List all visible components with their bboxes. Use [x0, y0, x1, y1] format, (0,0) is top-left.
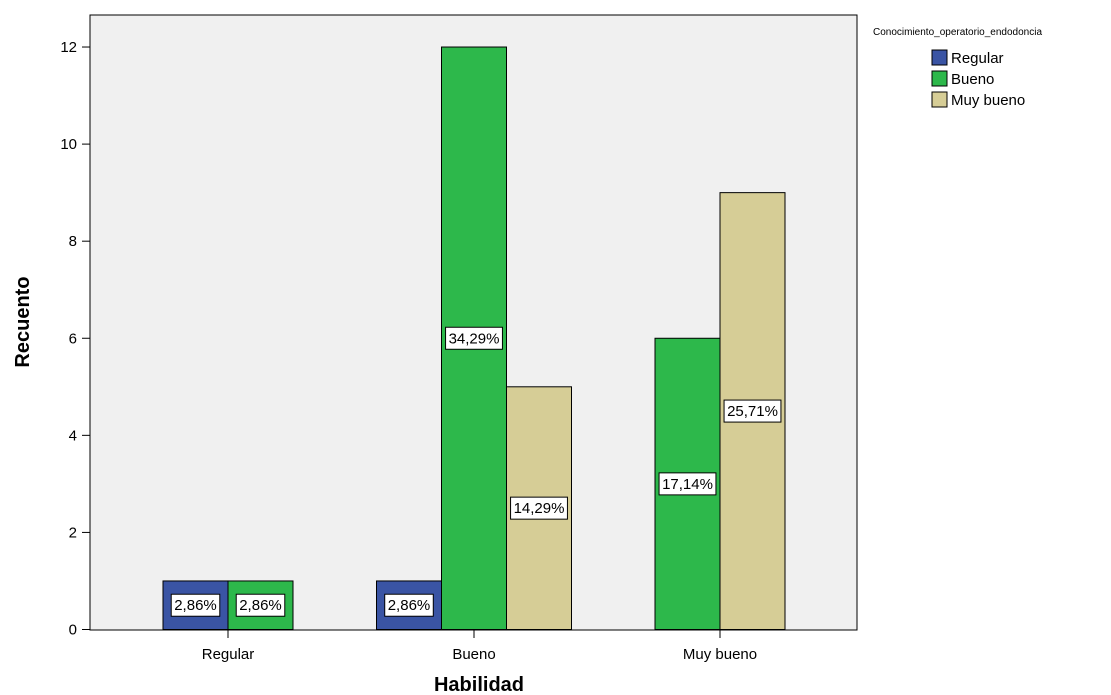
legend-item-bueno: Bueno	[931, 70, 994, 88]
legend-swatch	[931, 91, 948, 108]
legend-swatch	[931, 49, 948, 66]
data-label-text: 17,14%	[662, 476, 713, 493]
y-axis-title: Recuento	[12, 276, 34, 367]
data-label-box	[658, 472, 717, 496]
legend-label: Muy bueno	[951, 92, 1025, 109]
data-label-box	[170, 593, 221, 617]
data-label-regular-bueno: 2,86%	[384, 593, 434, 617]
y-tick-label: 0	[69, 622, 77, 639]
y-tick-label: 2	[69, 524, 77, 541]
data-label-box	[723, 399, 782, 423]
data-label-regular-regular: 2,86%	[170, 593, 221, 617]
data-label-bueno-regular: 2,86%	[235, 593, 286, 617]
x-axis: Regular Bueno Muy bueno	[202, 630, 757, 663]
data-label-box	[445, 326, 503, 350]
data-label-text: 34,29%	[449, 330, 500, 347]
data-label-bueno-muy-bueno: 17,14%	[658, 472, 717, 496]
y-tick-label: 4	[69, 427, 77, 444]
data-labels: 2,86% 2,86% 2,86% 34,29% 14,29% 17,14% 25,71%	[170, 326, 782, 617]
data-label-text: 2,86%	[239, 597, 282, 614]
data-label-text: 2,86%	[174, 597, 217, 614]
data-label-box	[235, 593, 286, 617]
y-tick-label: 6	[69, 330, 77, 347]
data-label-text: 2,86%	[388, 597, 431, 614]
data-label-box	[510, 496, 568, 520]
data-label-text: 14,29%	[514, 500, 565, 517]
legend-label: Regular	[951, 50, 1004, 67]
x-tick-label: Bueno	[452, 646, 495, 663]
data-label-muy-bueno-bueno: 14,29%	[510, 496, 568, 520]
legend: Conocimiento_operatorio_endodoncia Regul…	[873, 27, 1042, 109]
data-label-text: 25,71%	[727, 403, 778, 420]
legend-item-muy-bueno: Muy bueno	[931, 91, 1025, 109]
legend-label: Bueno	[951, 71, 994, 88]
y-tick-label: 8	[69, 233, 77, 250]
data-label-box	[384, 593, 434, 617]
y-tick-label: 12	[60, 39, 77, 56]
legend-item-regular: Regular	[931, 49, 1004, 67]
data-label-muy-bueno-muy-bueno: 25,71%	[723, 399, 782, 423]
y-tick-label: 10	[60, 136, 77, 153]
data-label-bueno-bueno: 34,29%	[445, 326, 503, 350]
y-axis: 0 2 4 6 8 10 12	[60, 39, 90, 639]
legend-title: Conocimiento_operatorio_endodoncia	[873, 27, 1042, 38]
x-tick-label: Regular	[202, 646, 255, 663]
x-axis-title: Habilidad	[434, 674, 524, 695]
legend-swatch	[931, 70, 948, 87]
x-tick-label: Muy bueno	[683, 646, 757, 663]
